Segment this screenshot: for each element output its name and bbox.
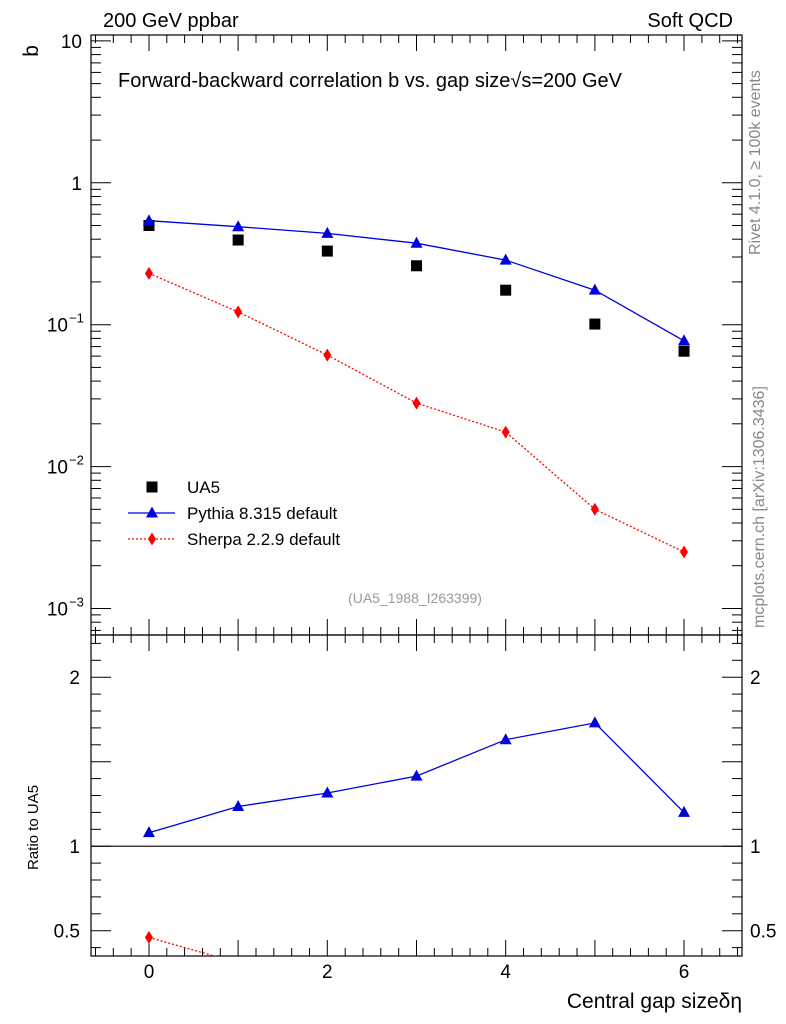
- pythia-ratio-point: [321, 786, 334, 798]
- pythia-point: [588, 283, 601, 295]
- sherpa-point: [412, 396, 421, 410]
- y-tick-label: 1: [71, 174, 82, 195]
- x-tick-label: 2: [322, 962, 333, 983]
- data-point: [411, 260, 422, 272]
- pythia-ratio-point: [588, 716, 601, 728]
- chart-title-sqrt: √s: [510, 70, 531, 92]
- ratio-ticks: [91, 635, 742, 956]
- pythia-ratio-point: [410, 769, 423, 781]
- pythia-ratio-point: [499, 733, 512, 745]
- x-tick-label: 0: [144, 962, 155, 983]
- x-tick-labels: 0 2 4 6: [144, 962, 690, 983]
- legend: UA5 Pythia 8.315 default Sherpa 2.2.9 defa…: [128, 478, 340, 549]
- pythia-point: [410, 236, 423, 248]
- ratio-y-tick-label-left: 0.5: [54, 922, 80, 943]
- chart-title-energy: =200 GeV: [531, 70, 622, 92]
- x-tick-label: 6: [679, 962, 690, 983]
- chart-title-main: Forward-backward correlation b vs. gap s…: [118, 70, 510, 92]
- ratio-series-group: [142, 716, 691, 956]
- pythia-point: [232, 220, 245, 232]
- pythia-point: [678, 334, 691, 346]
- ratio-y-tick-label-left: 1: [69, 837, 80, 858]
- x-tick-label: 4: [500, 962, 511, 983]
- y-tick-label: 10: [47, 458, 68, 479]
- x-axis-title-symbol: δη: [719, 990, 742, 1013]
- data-point: [232, 234, 244, 246]
- pythia-ratio-point: [678, 805, 691, 817]
- header-left: 200 GeV ppbar: [103, 10, 239, 32]
- legend-sherpa-label: Sherpa 2.2.9 default: [187, 530, 340, 549]
- sherpa-point: [680, 545, 689, 559]
- pythia-ratio-point: [232, 799, 245, 811]
- x-axis-title: Central gap sizeδη: [567, 990, 742, 1013]
- sherpa-point: [590, 502, 599, 516]
- ratio-frame: [90, 634, 743, 957]
- ratio-y-tick-label-right: 0.5: [750, 922, 776, 943]
- data-point: [500, 284, 512, 296]
- x-axis-title-text: Central gap size: [567, 990, 719, 1013]
- ratio-y-tick-label-right: 1: [750, 837, 761, 858]
- y-tick-label: 10: [47, 316, 68, 337]
- ratio-series: [142, 716, 691, 956]
- sherpa-point: [323, 348, 332, 362]
- reference-label: (UA5_1988_I263399): [348, 590, 482, 606]
- pythia-point: [321, 226, 334, 238]
- ratio-y-tick-label-left: 2: [69, 668, 80, 689]
- sherpa-ratio-point: [144, 930, 153, 944]
- legend-data-label: UA5: [187, 478, 220, 497]
- data-point: [589, 318, 601, 330]
- chart-title: Forward-backward correlation b vs. gap s…: [118, 70, 623, 92]
- y-tick-label: 10: [47, 600, 68, 621]
- main-series: [142, 214, 691, 559]
- pythia-point: [499, 253, 512, 265]
- sherpa-ratio-line: [148, 936, 217, 956]
- sherpa-point: [234, 305, 243, 319]
- legend-pythia-label: Pythia 8.315 default: [187, 504, 338, 523]
- y-axis-title: b: [20, 45, 43, 57]
- legend-pythia-marker: [146, 506, 158, 518]
- data-point: [143, 219, 155, 231]
- y-tick-label: 10: [61, 32, 82, 53]
- y-tick-exponent: −3: [69, 595, 84, 610]
- legend-sherpa-marker: [148, 532, 156, 546]
- main-ticks: [91, 35, 742, 635]
- ratio-y-tick-label-right: 2: [750, 668, 761, 689]
- sherpa-point: [144, 266, 153, 280]
- sherpa-point: [501, 425, 510, 439]
- y-tick-exponent: −2: [69, 453, 84, 468]
- legend-data-marker: [146, 481, 158, 493]
- data-point: [321, 245, 333, 257]
- y-tick-exponent: −1: [69, 311, 84, 326]
- pythia-ratio-point: [142, 826, 155, 838]
- mcplots-label: mcplots.cern.ch [arXiv:1306.3436]: [751, 386, 768, 628]
- rivet-label: Rivet 4.1.0, ≥ 100k events: [747, 70, 764, 255]
- ratio-axis-title: Ratio to UA5: [25, 785, 42, 870]
- header-right: Soft QCD: [647, 10, 733, 32]
- data-point: [678, 345, 690, 357]
- pythia-point: [142, 214, 155, 226]
